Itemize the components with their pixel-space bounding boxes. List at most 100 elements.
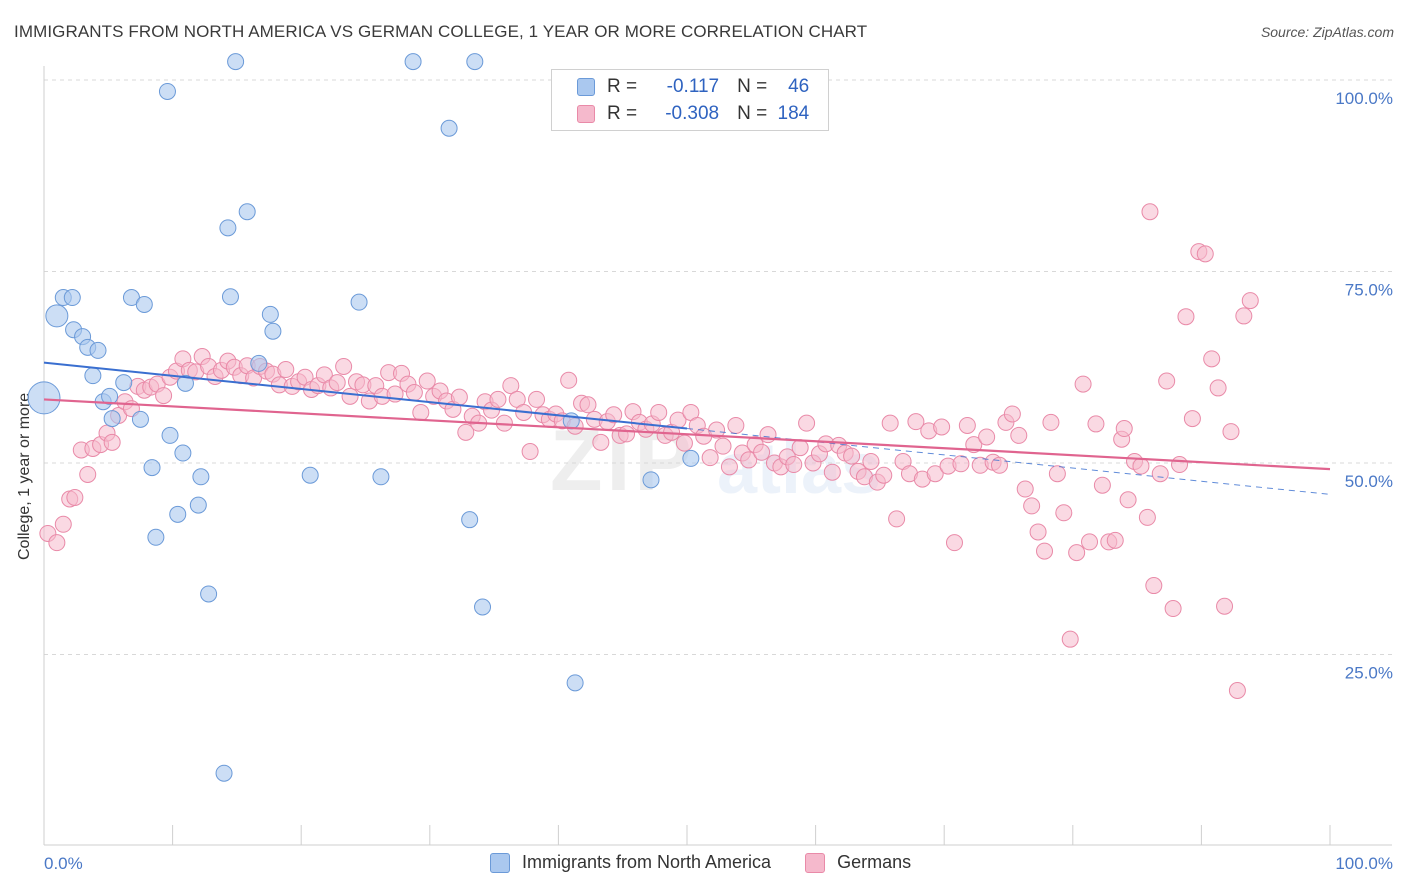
data-point-germans bbox=[1241, 292, 1259, 310]
y-tick-label: 100.0% bbox=[1335, 89, 1393, 108]
series-germans bbox=[39, 203, 1259, 700]
data-point-germans bbox=[1055, 504, 1073, 522]
data-point-immigrants bbox=[215, 764, 233, 782]
data-point-immigrants bbox=[174, 444, 192, 462]
data-point-germans bbox=[1093, 476, 1111, 494]
data-point-immigrants bbox=[135, 295, 153, 313]
data-point-germans bbox=[958, 416, 976, 434]
data-point-germans bbox=[1106, 531, 1124, 549]
trend-line-immigrants-extrapolated bbox=[686, 428, 1331, 495]
data-point-germans bbox=[926, 465, 944, 483]
data-point-immigrants bbox=[169, 505, 187, 523]
legend-swatch-pink bbox=[577, 105, 595, 123]
data-point-immigrants bbox=[466, 53, 484, 71]
data-point-germans bbox=[1177, 308, 1195, 326]
data-point-immigrants bbox=[189, 496, 207, 514]
data-point-germans bbox=[1074, 375, 1092, 393]
data-point-immigrants bbox=[440, 119, 458, 137]
legend-r-label: R = bbox=[607, 103, 638, 124]
data-point-germans bbox=[785, 456, 803, 474]
data-point-immigrants bbox=[219, 219, 237, 237]
data-point-germans bbox=[862, 452, 880, 470]
legend-n-label: N = bbox=[737, 103, 768, 124]
data-point-germans bbox=[759, 426, 777, 444]
data-point-germans bbox=[798, 414, 816, 432]
data-point-germans bbox=[54, 515, 72, 533]
data-point-immigrants bbox=[474, 598, 492, 616]
data-point-germans bbox=[1048, 465, 1066, 483]
data-point-immigrants bbox=[176, 374, 194, 392]
data-point-germans bbox=[708, 421, 726, 439]
data-point-germans bbox=[933, 418, 951, 436]
data-point-germans bbox=[1061, 630, 1079, 648]
data-point-germans bbox=[881, 414, 899, 432]
data-point-germans bbox=[618, 425, 636, 443]
data-point-germans bbox=[1119, 491, 1137, 509]
data-point-germans bbox=[1003, 405, 1021, 423]
data-point-immigrants bbox=[45, 304, 69, 328]
legend-swatch-immigrants bbox=[490, 852, 510, 873]
data-point-germans bbox=[952, 455, 970, 473]
data-point-germans bbox=[605, 406, 623, 424]
data-point-immigrants bbox=[642, 471, 660, 489]
data-point-germans bbox=[1164, 600, 1182, 618]
data-point-immigrants bbox=[103, 410, 121, 428]
trend-lines bbox=[43, 361, 1331, 495]
legend-r-value: -0.308 bbox=[665, 103, 720, 124]
data-point-immigrants bbox=[261, 305, 279, 323]
trend-line-germans bbox=[43, 398, 1331, 471]
legend-swatch-blue bbox=[577, 78, 595, 96]
data-point-immigrants bbox=[350, 293, 368, 311]
data-point-germans bbox=[66, 488, 84, 506]
data-point-germans bbox=[1029, 523, 1047, 541]
y-tick-label: 50.0% bbox=[1345, 472, 1393, 491]
data-point-germans bbox=[1081, 533, 1099, 551]
data-point-germans bbox=[714, 437, 732, 455]
data-point-immigrants bbox=[221, 288, 239, 306]
data-point-germans bbox=[1132, 457, 1150, 475]
data-point-germans bbox=[823, 463, 841, 481]
data-point-germans bbox=[843, 447, 861, 465]
data-point-germans bbox=[489, 390, 507, 408]
data-point-germans bbox=[650, 403, 668, 421]
data-point-immigrants bbox=[461, 511, 479, 529]
data-point-germans bbox=[720, 458, 738, 476]
data-point-immigrants bbox=[238, 203, 256, 221]
data-point-germans bbox=[521, 443, 539, 461]
data-point-germans bbox=[1158, 372, 1176, 390]
axes bbox=[43, 66, 1392, 846]
legend-n-value: 184 bbox=[777, 103, 810, 124]
data-point-germans bbox=[103, 433, 121, 451]
data-point-germans bbox=[405, 384, 423, 402]
data-point-immigrants bbox=[301, 466, 319, 484]
data-point-germans bbox=[1010, 426, 1028, 444]
correlation-legend: R = -0.117 N = 46 R = -0.308 N = 184 bbox=[551, 69, 829, 131]
data-point-germans bbox=[450, 388, 468, 406]
data-point-germans bbox=[1023, 497, 1041, 515]
data-point-germans bbox=[990, 456, 1008, 474]
data-point-germans bbox=[1183, 410, 1201, 428]
data-point-germans bbox=[1138, 508, 1156, 526]
data-point-germans bbox=[502, 377, 520, 395]
data-point-germans bbox=[457, 423, 475, 441]
legend-row-germans: R = -0.308 N = 184 bbox=[552, 101, 809, 127]
data-point-germans bbox=[579, 396, 597, 414]
data-point-germans bbox=[1115, 420, 1133, 438]
data-point-immigrants bbox=[566, 674, 584, 692]
data-point-immigrants bbox=[227, 53, 245, 71]
data-point-germans bbox=[978, 428, 996, 446]
data-point-germans bbox=[48, 534, 66, 552]
y-tick-label: 75.0% bbox=[1345, 281, 1393, 300]
data-point-germans bbox=[791, 439, 809, 457]
series-immigrants bbox=[27, 53, 700, 782]
data-point-germans bbox=[79, 465, 97, 483]
legend-row-immigrants: R = -0.117 N = 46 bbox=[552, 74, 809, 100]
legend-r-label: R = bbox=[607, 76, 638, 97]
data-point-germans bbox=[888, 510, 906, 528]
data-point-germans bbox=[945, 534, 963, 552]
y-tick-label: 25.0% bbox=[1345, 664, 1393, 683]
data-point-immigrants bbox=[200, 585, 218, 603]
data-point-germans bbox=[1209, 379, 1227, 397]
data-point-germans bbox=[701, 449, 719, 467]
